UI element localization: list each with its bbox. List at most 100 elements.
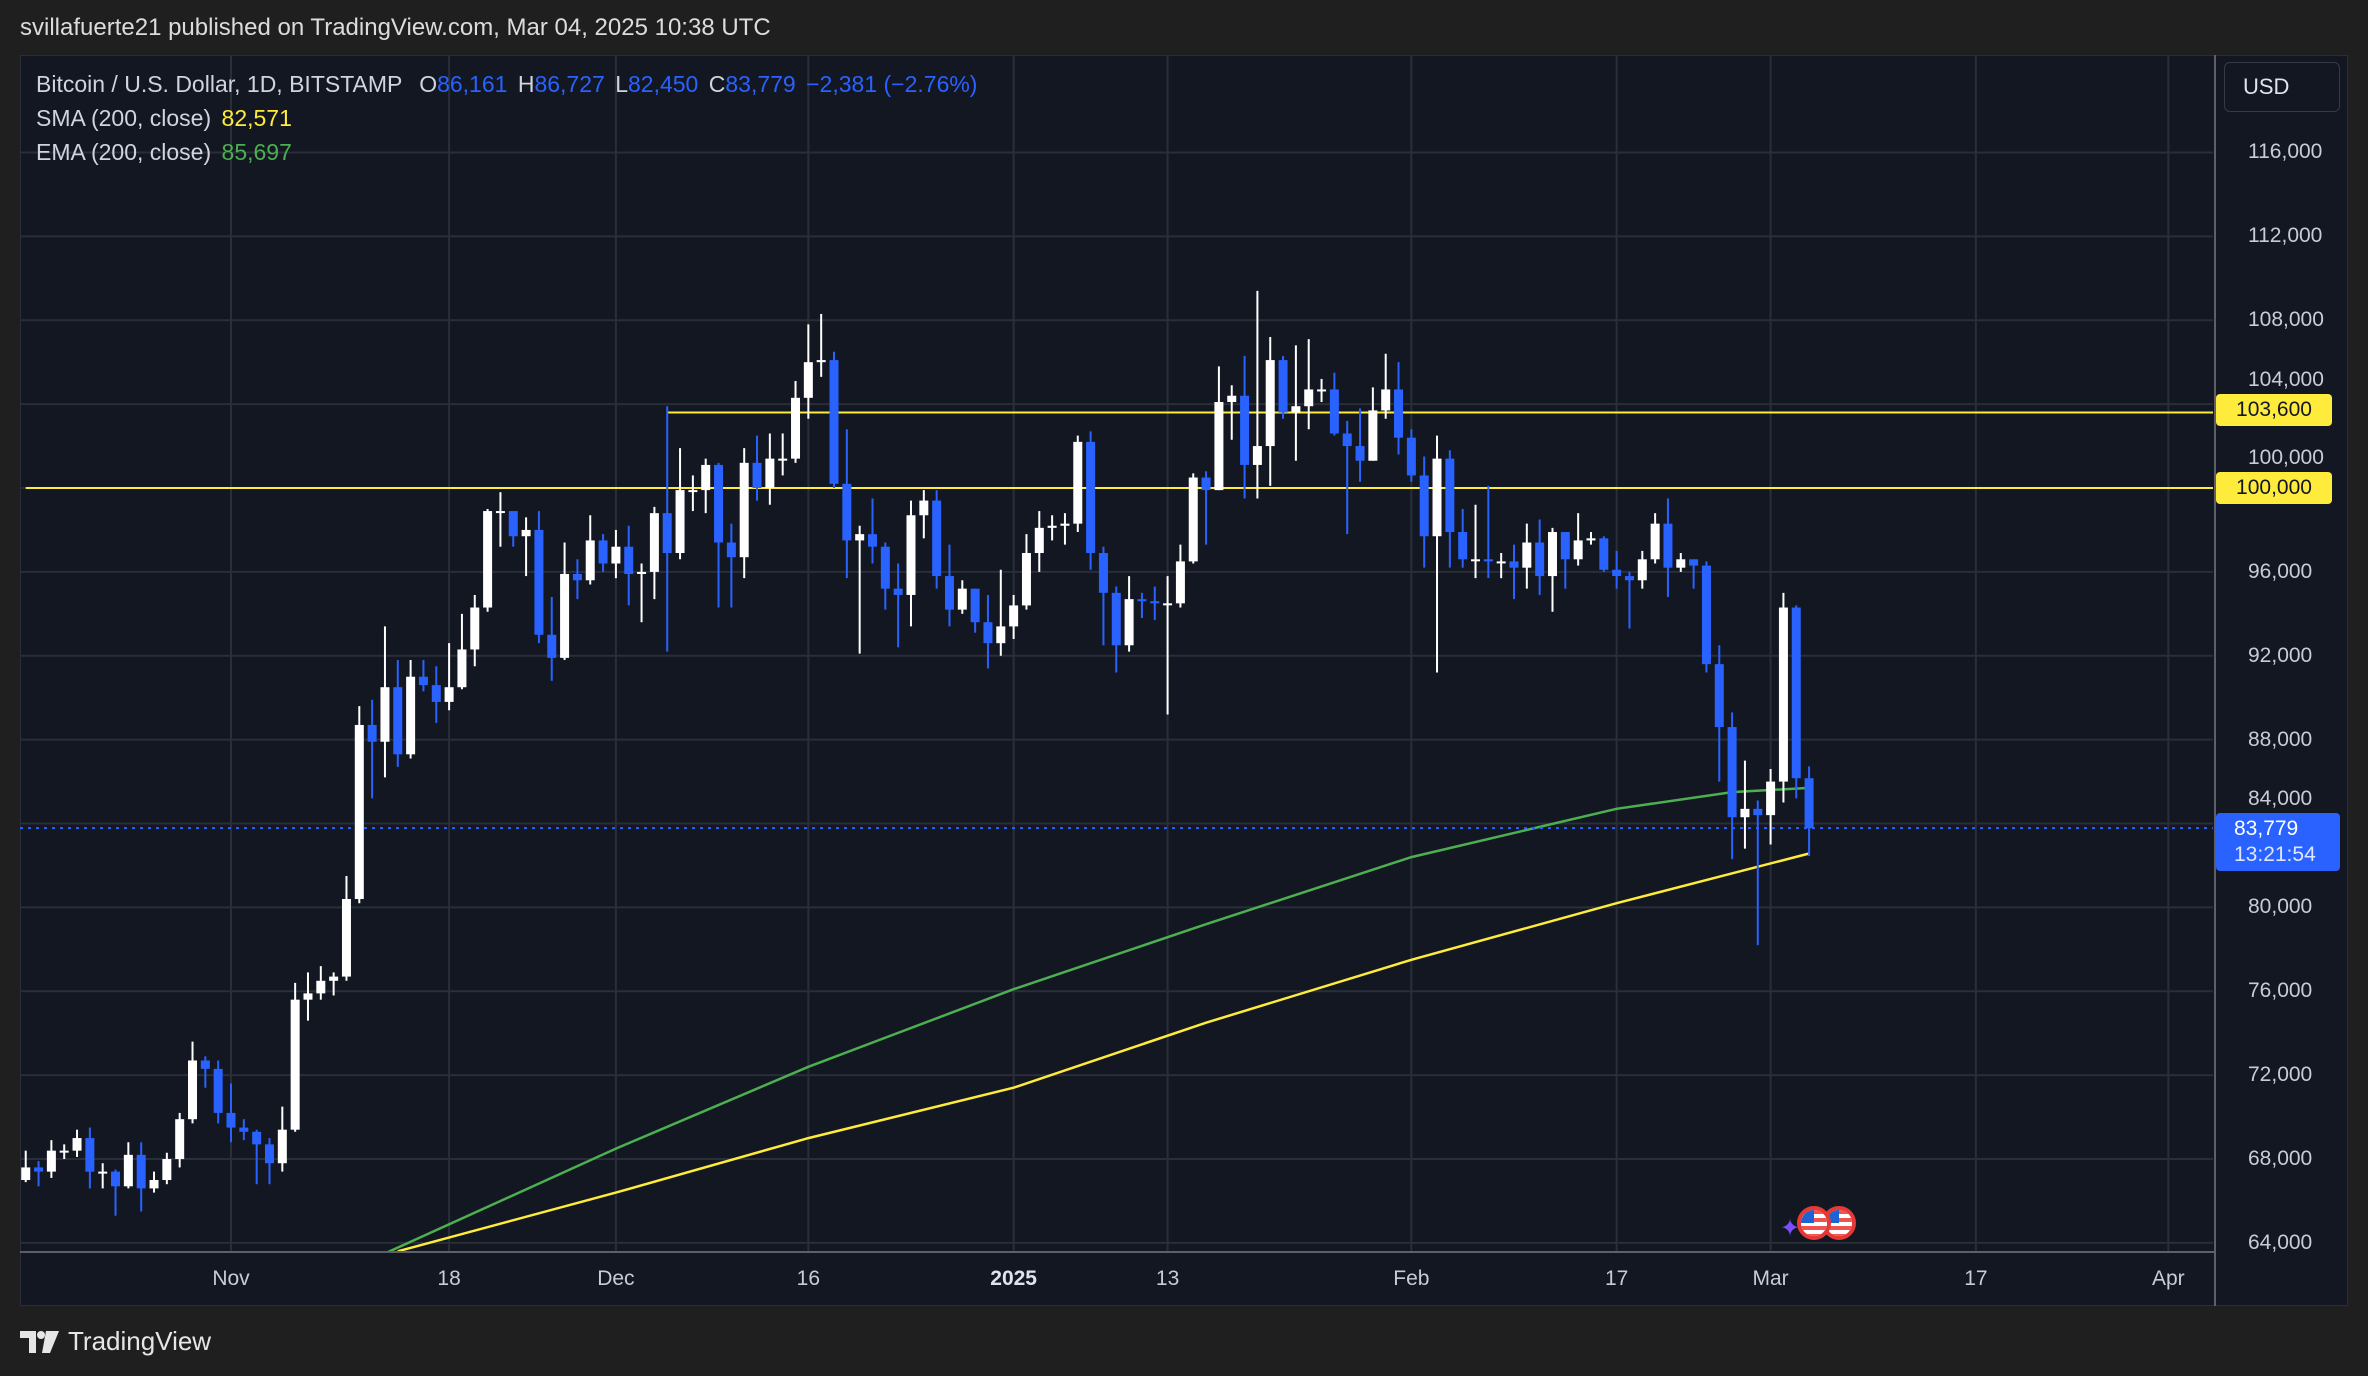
candle-up xyxy=(649,513,659,572)
candle-up xyxy=(803,362,813,398)
sma-legend[interactable]: SMA (200, close) 82,571 xyxy=(36,105,296,132)
us-flag-event-icon[interactable] xyxy=(1797,1206,1831,1240)
candle-up xyxy=(290,999,300,1130)
time-axis[interactable]: Nov 18 Dec 16 2025 13 Feb 17 Mar 17 Apr xyxy=(20,1251,2214,1308)
sparkle-icon[interactable]: ✦ xyxy=(1780,1215,1801,1242)
time-tick-label: 13 xyxy=(1155,1267,1180,1290)
candle-up xyxy=(1047,525,1057,528)
level-badge-100000: 100,000 xyxy=(2216,472,2332,504)
candle-down xyxy=(367,724,377,742)
candle-down xyxy=(1137,599,1147,602)
candle-up xyxy=(303,993,313,1000)
time-tick-label: Apr xyxy=(2151,1267,2185,1290)
candle-up xyxy=(1676,559,1686,568)
candle-down xyxy=(893,588,903,595)
candle-down xyxy=(1753,808,1763,816)
candle-down xyxy=(136,1154,146,1189)
close-label: C xyxy=(708,71,726,97)
candle-up xyxy=(688,490,698,493)
time-tick-label: Feb xyxy=(1393,1267,1430,1290)
candle-up xyxy=(59,1150,69,1153)
candle-up xyxy=(1034,527,1044,554)
candle-up xyxy=(380,687,390,742)
candle-down xyxy=(829,360,839,484)
candle-up xyxy=(1650,523,1660,560)
price-tick-label: 72,000 xyxy=(2248,1063,2313,1087)
candle-down xyxy=(1701,565,1711,665)
candle-up xyxy=(1163,603,1173,606)
high-label: H xyxy=(517,71,535,97)
symbol-legend[interactable]: Bitcoin / U.S. Dollar, 1D, BITSTAMP O86,… xyxy=(36,71,981,98)
candle-up xyxy=(46,1150,56,1172)
candle-down xyxy=(431,685,441,702)
candle-up xyxy=(277,1129,287,1164)
close-value: 83,779 xyxy=(725,71,796,97)
candle-down xyxy=(85,1138,95,1172)
candle-up xyxy=(1637,559,1647,581)
candle-up xyxy=(1496,561,1506,564)
candle-down xyxy=(534,529,544,635)
candle-up xyxy=(1740,808,1750,818)
price-tick-label: 104,000 xyxy=(2248,368,2324,391)
candle-up xyxy=(1252,446,1262,465)
candle-up xyxy=(162,1159,172,1181)
candle-up xyxy=(1547,532,1557,577)
candle-up xyxy=(996,626,1006,644)
candle-up xyxy=(675,490,685,554)
price-tick-label: 68,000 xyxy=(2248,1147,2313,1171)
level-badge-103600: 103,600 xyxy=(2216,394,2332,426)
candle-up xyxy=(919,500,929,516)
candle-down xyxy=(1111,592,1121,646)
candle-down xyxy=(1714,664,1724,728)
candle-up xyxy=(123,1154,133,1187)
candle-down xyxy=(264,1144,274,1164)
price-tick-label: 88,000 xyxy=(2248,727,2313,751)
price-axis[interactable]: 64,000 68,000 72,000 76,000 80,000 84,000 88,0… xyxy=(2214,55,2350,1306)
candle-up xyxy=(765,458,775,488)
candle-up xyxy=(1073,441,1083,524)
ema-legend[interactable]: EMA (200, close) 85,697 xyxy=(36,139,296,166)
price-tick-label: 64,000 xyxy=(2248,1230,2313,1254)
price-tick-label: 108,000 xyxy=(2248,308,2324,332)
candle-up xyxy=(701,464,711,491)
candle-down xyxy=(1201,477,1211,491)
candle-down xyxy=(1624,576,1634,581)
footer: TradingView xyxy=(20,1326,211,1357)
candle-up xyxy=(98,1171,108,1174)
candle-down xyxy=(726,542,736,558)
currency-button[interactable]: USD xyxy=(2224,62,2340,112)
candle-down xyxy=(624,546,634,574)
candle-down xyxy=(1355,446,1365,461)
candle-up xyxy=(354,724,364,900)
candlestick-chart xyxy=(20,55,2213,1251)
candle-down xyxy=(752,462,762,488)
sma-value: 82,571 xyxy=(221,105,292,131)
candle-up xyxy=(1175,561,1185,604)
current-price-badge: 83,779 13:21:54 xyxy=(2216,813,2340,871)
candle-down xyxy=(572,573,582,581)
current-price-value: 83,779 xyxy=(2234,817,2299,840)
candle-up xyxy=(521,529,531,537)
candle-down xyxy=(1086,441,1096,554)
candle-up xyxy=(585,540,595,581)
open-value: 86,161 xyxy=(437,71,508,97)
time-tick-label: 18 xyxy=(437,1267,461,1290)
candle-down xyxy=(842,483,852,541)
candle-up xyxy=(1317,389,1327,392)
price-tick-label: 84,000 xyxy=(2248,787,2313,810)
ema-line xyxy=(387,786,1810,1251)
candle-down xyxy=(714,464,724,543)
price-tick-label: 80,000 xyxy=(2248,895,2313,919)
candle-down xyxy=(547,634,557,658)
candle-down xyxy=(1240,395,1250,465)
candle-up xyxy=(611,546,621,564)
time-tick-label: 16 xyxy=(796,1267,821,1290)
price-tick-label: 76,000 xyxy=(2248,979,2313,1003)
candle-down xyxy=(868,534,877,547)
candle-down xyxy=(1689,559,1699,566)
candle-down xyxy=(213,1068,223,1113)
candle-down xyxy=(662,513,672,554)
plot-area[interactable] xyxy=(20,55,2213,1251)
candle-up xyxy=(21,1167,31,1181)
candle-up xyxy=(560,573,570,658)
